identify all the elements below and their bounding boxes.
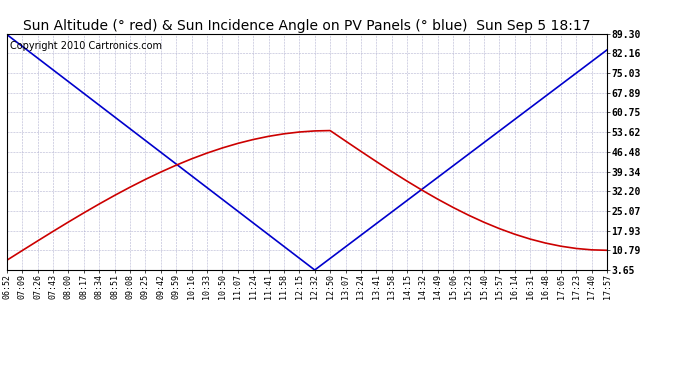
Text: Copyright 2010 Cartronics.com: Copyright 2010 Cartronics.com: [10, 41, 162, 51]
Title: Sun Altitude (° red) & Sun Incidence Angle on PV Panels (° blue)  Sun Sep 5 18:1: Sun Altitude (° red) & Sun Incidence Ang…: [23, 19, 591, 33]
